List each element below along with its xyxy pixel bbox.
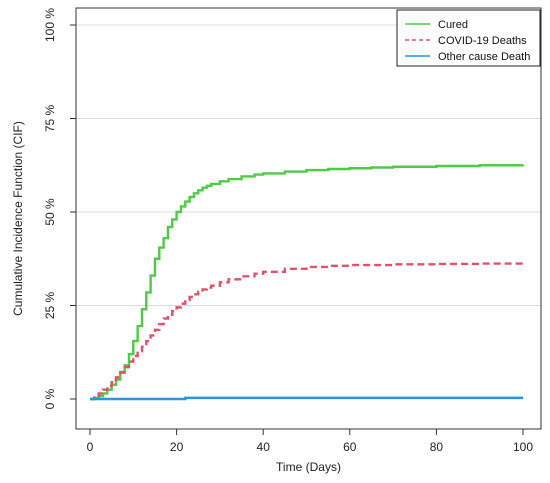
x-axis-title: Time (Days)	[276, 460, 341, 474]
y-tick-label: 25 %	[43, 291, 57, 319]
y-tick-label: 50 %	[43, 198, 57, 226]
x-tick-label: 0	[87, 440, 94, 454]
x-tick-label: 20	[170, 440, 184, 454]
series-layer	[90, 164, 525, 401]
y-axis-title: Cumulative Incidence Function (CIF)	[11, 121, 25, 316]
legend-label: Cured	[438, 19, 468, 31]
series-line-other-cause-death	[90, 396, 523, 401]
legend-label: Other cause Death	[438, 51, 530, 63]
y-axis: 0 % 25 % 50 % 75 % 100 %	[43, 8, 76, 409]
x-axis: 0 20 40 60 80 100	[87, 428, 533, 454]
plot-frame	[75, 7, 542, 430]
series-line-cured	[90, 164, 525, 401]
x-tick-label: 100	[513, 440, 533, 454]
x-tick-label: 60	[343, 440, 357, 454]
series-line-covid-19-deaths	[90, 262, 525, 401]
x-tick-label: 80	[430, 440, 444, 454]
legend: Cured COVID-19 Deaths Other cause Death	[396, 9, 541, 67]
y-tick-label: 0 %	[43, 388, 57, 409]
y-tick-label: 100 %	[43, 8, 57, 42]
x-tick-label: 40	[257, 440, 271, 454]
y-tick-label: 75 %	[43, 104, 57, 132]
legend-label: COVID-19 Deaths	[438, 35, 527, 47]
